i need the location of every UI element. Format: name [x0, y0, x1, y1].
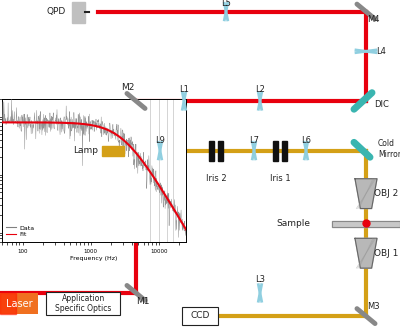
- Text: L2: L2: [255, 85, 265, 94]
- Bar: [332, 221, 400, 227]
- Text: L5: L5: [221, 0, 231, 8]
- Bar: [70, 145, 126, 157]
- FancyBboxPatch shape: [0, 293, 38, 314]
- Text: Iris 1: Iris 1: [270, 174, 290, 183]
- Text: CCD: CCD: [190, 311, 210, 320]
- Polygon shape: [355, 179, 377, 209]
- Text: M1: M1: [136, 297, 150, 306]
- Bar: [0, 293, 16, 314]
- Text: Lamp: Lamp: [73, 146, 98, 155]
- Text: Sample: Sample: [276, 219, 310, 228]
- Text: QPD: QPD: [47, 7, 66, 16]
- Bar: [218, 141, 223, 161]
- Text: M2: M2: [121, 83, 135, 92]
- Text: M3: M3: [367, 302, 380, 311]
- Text: Iris 2: Iris 2: [206, 174, 226, 183]
- Text: L1: L1: [179, 85, 189, 94]
- Text: Cold
Mirror: Cold Mirror: [378, 139, 400, 159]
- Polygon shape: [355, 238, 377, 268]
- Text: L6: L6: [301, 136, 311, 145]
- Text: L7: L7: [249, 136, 259, 145]
- Bar: [72, 2, 85, 23]
- FancyBboxPatch shape: [182, 307, 218, 325]
- Text: Application
Specific Optics: Application Specific Optics: [55, 294, 111, 313]
- Text: OBJ 1: OBJ 1: [374, 249, 398, 258]
- Bar: [209, 141, 214, 161]
- Bar: [332, 221, 400, 227]
- Bar: [282, 141, 287, 161]
- Text: DIC: DIC: [374, 100, 389, 109]
- Text: M4: M4: [367, 15, 380, 24]
- Text: Laser: Laser: [6, 299, 32, 308]
- Bar: [273, 141, 278, 161]
- Text: OBJ 2: OBJ 2: [374, 189, 398, 198]
- Text: L9: L9: [155, 136, 165, 145]
- Text: L3: L3: [255, 275, 265, 284]
- Text: L4: L4: [376, 47, 386, 56]
- FancyBboxPatch shape: [46, 292, 120, 315]
- Bar: [102, 146, 124, 156]
